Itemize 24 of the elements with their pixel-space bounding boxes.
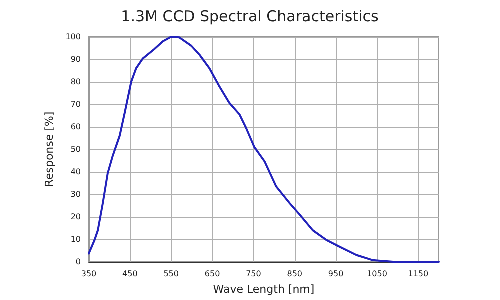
y-tick-label: 20 — [70, 212, 81, 222]
y-tick-label: 0 — [76, 258, 81, 266]
x-tick-label: 850 — [287, 270, 303, 278]
y-tick-label: 50 — [70, 145, 81, 154]
line-series — [88, 36, 440, 263]
y-tick-label: 70 — [70, 100, 81, 109]
x-tick-label: 550 — [164, 270, 179, 278]
y-axis-title: Response [%] — [42, 112, 56, 188]
chart-title: 1.3M CCD Spectral Characteristics — [121, 8, 380, 26]
x-tick-label: 750 — [246, 270, 262, 278]
y-tick-label: 90 — [70, 55, 81, 64]
y-tick-label: 30 — [70, 190, 81, 199]
x-tick-label: 1050 — [367, 270, 388, 278]
x-tick-label: 650 — [204, 270, 220, 278]
y-tick-label: 100 — [66, 32, 81, 42]
x-tick-label: 950 — [328, 270, 344, 278]
x-tick-label: 1150 — [408, 270, 429, 278]
x-tick-label: 350 — [81, 270, 97, 278]
x-axis-title: Wave Length [nm] — [213, 283, 315, 296]
y-tick-label: 10 — [70, 235, 81, 244]
x-tick-label: 450 — [122, 270, 138, 278]
y-tick-label: 40 — [70, 168, 81, 176]
y-tick-label: 80 — [70, 78, 81, 86]
y-tick-label: 60 — [70, 122, 81, 132]
